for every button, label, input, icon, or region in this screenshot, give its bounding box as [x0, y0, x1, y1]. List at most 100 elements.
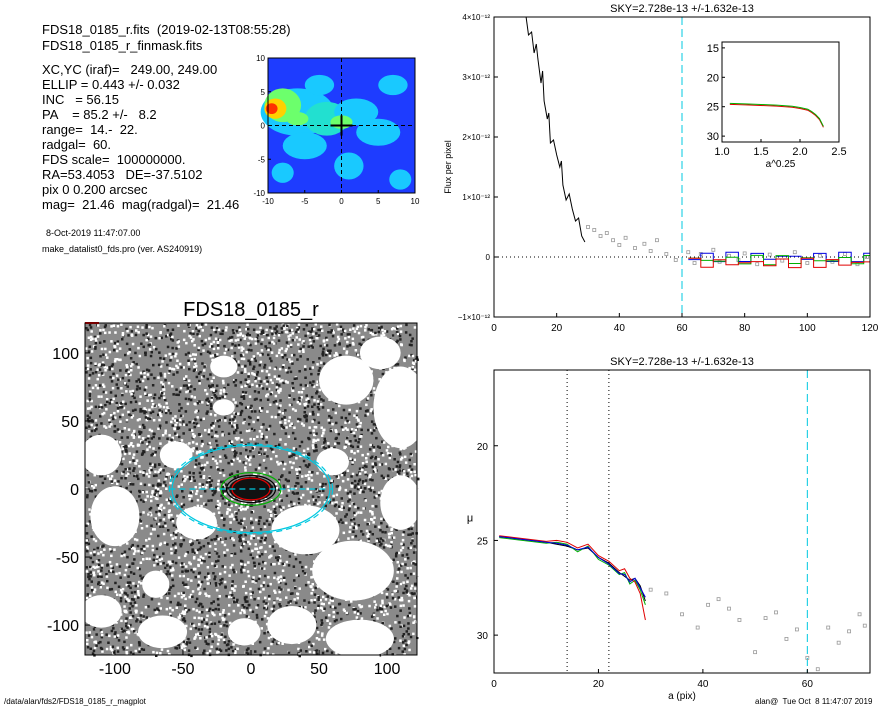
noise-pixel	[324, 616, 328, 619]
noise-pixel	[174, 531, 177, 534]
noise-pixel	[353, 492, 356, 495]
noise-pixel	[211, 354, 215, 357]
noise-pixel	[277, 389, 280, 392]
noise-pixel	[180, 562, 184, 565]
noise-pixel	[204, 640, 207, 643]
noise-pixel	[179, 544, 183, 548]
noise-pixel	[115, 440, 118, 443]
noise-pixel	[251, 549, 254, 553]
noise-pixel	[307, 345, 310, 348]
noise-pixel	[220, 581, 223, 585]
noise-pixel	[273, 576, 276, 580]
noise-pixel	[140, 654, 144, 658]
noise-pixel	[277, 463, 280, 466]
noise-pixel	[409, 546, 412, 549]
noise-pixel	[198, 610, 201, 614]
noise-pixel	[137, 549, 140, 553]
noise-pixel	[319, 328, 322, 332]
noise-pixel	[223, 351, 227, 355]
noise-pixel	[191, 595, 194, 598]
noise-pixel	[388, 536, 391, 539]
noise-pixel	[258, 430, 262, 433]
noise-pixel	[341, 502, 344, 505]
noise-pixel	[327, 445, 331, 448]
noise-pixel	[158, 471, 162, 475]
noise-pixel	[113, 345, 117, 349]
noise-pixel	[203, 618, 206, 621]
noise-pixel	[199, 475, 202, 478]
noise-pixel	[407, 546, 410, 550]
noise-pixel	[207, 400, 211, 403]
noise-pixel	[164, 379, 167, 382]
noise-pixel	[217, 507, 220, 510]
noise-pixel	[194, 459, 198, 462]
noise-pixel	[271, 448, 274, 451]
noise-pixel	[233, 455, 236, 458]
noise-pixel	[304, 565, 308, 569]
noise-pixel	[131, 562, 135, 565]
noise-pixel	[89, 647, 92, 650]
noise-pixel	[202, 651, 205, 655]
noise-pixel	[169, 566, 172, 569]
noise-pixel	[187, 325, 191, 328]
noise-pixel	[215, 419, 218, 423]
noise-pixel	[355, 416, 358, 419]
noise-pixel	[142, 471, 145, 474]
noise-pixel	[171, 346, 174, 350]
noise-pixel	[244, 533, 247, 537]
noise-pixel	[229, 621, 232, 625]
noise-pixel	[269, 582, 272, 586]
noise-pixel	[292, 565, 296, 568]
noise-pixel	[161, 360, 164, 363]
noise-pixel	[237, 338, 240, 341]
noise-pixel	[312, 642, 315, 646]
noise-pixel	[124, 468, 127, 471]
noise-pixel	[175, 533, 178, 537]
noise-pixel	[355, 423, 359, 426]
noise-pixel	[333, 446, 336, 449]
noise-pixel	[228, 421, 231, 425]
noise-pixel	[142, 545, 145, 548]
noise-pixel	[400, 596, 404, 600]
noise-pixel	[309, 342, 313, 345]
noise-pixel	[380, 489, 384, 493]
noise-pixel	[108, 368, 111, 371]
noise-pixel	[272, 563, 275, 566]
noise-pixel	[112, 372, 115, 376]
noise-pixel	[100, 474, 104, 478]
noise-pixel	[282, 484, 286, 487]
noise-pixel	[253, 390, 257, 393]
noise-pixel	[204, 323, 208, 326]
noise-pixel	[260, 536, 264, 540]
noise-pixel	[217, 468, 220, 471]
noise-pixel	[300, 440, 304, 444]
noise-pixel	[377, 326, 381, 329]
noise-pixel	[268, 518, 272, 521]
noise-pixel	[224, 419, 227, 422]
noise-pixel	[263, 380, 266, 383]
noise-pixel	[315, 626, 319, 630]
noise-pixel	[115, 349, 119, 353]
noise-pixel	[201, 343, 205, 347]
noise-pixel	[416, 607, 420, 610]
noise-pixel	[143, 426, 146, 429]
noise-pixel	[408, 333, 412, 337]
noise-pixel	[240, 354, 243, 358]
noise-pixel	[132, 652, 135, 655]
noise-pixel	[236, 598, 239, 602]
noise-pixel	[157, 534, 160, 538]
noise-pixel	[316, 631, 320, 634]
noise-pixel	[259, 360, 263, 364]
noise-pixel	[287, 435, 291, 438]
noise-pixel	[171, 608, 174, 612]
noise-pixel	[205, 622, 209, 625]
noise-pixel	[240, 562, 243, 566]
noise-pixel	[407, 627, 410, 630]
noise-pixel	[252, 365, 256, 368]
noise-pixel	[184, 353, 188, 356]
noise-pixel	[173, 594, 177, 598]
noise-pixel	[250, 511, 253, 514]
noise-pixel	[312, 380, 315, 383]
noise-pixel	[192, 420, 195, 423]
noise-pixel	[244, 406, 248, 410]
